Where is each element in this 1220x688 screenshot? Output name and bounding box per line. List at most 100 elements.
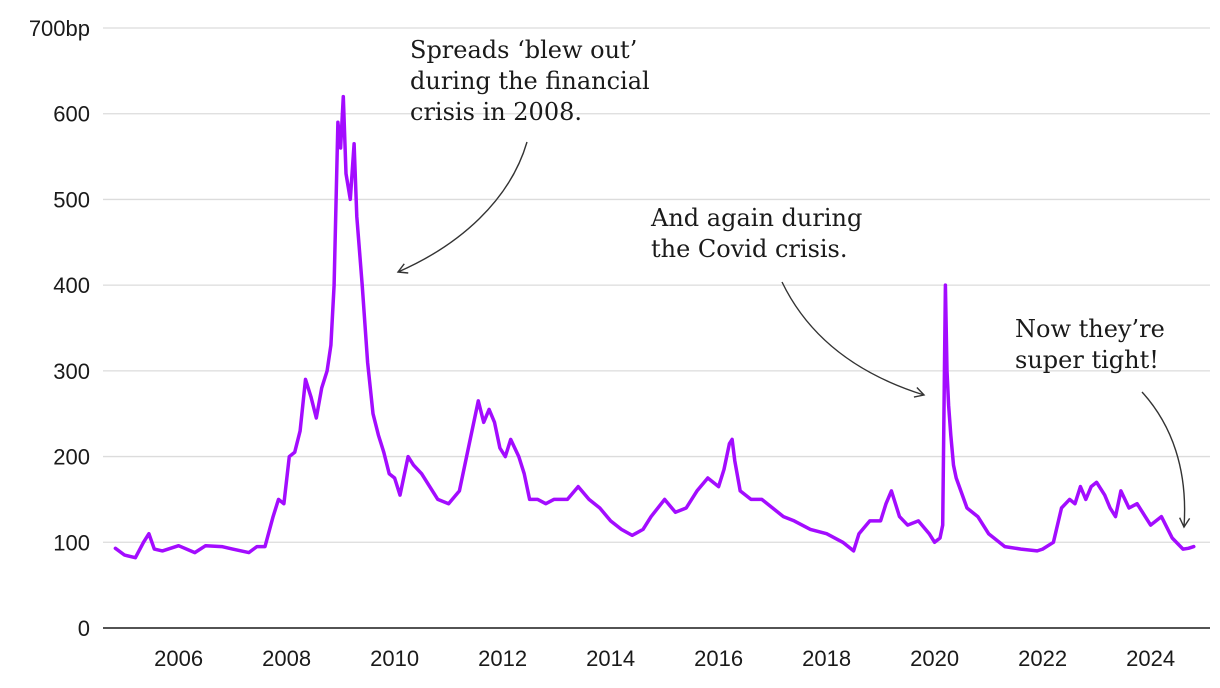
data-point <box>482 421 485 424</box>
annotation-covid-arrow <box>781 281 926 398</box>
data-point <box>890 489 893 493</box>
data-point <box>329 343 333 347</box>
data-point <box>1036 549 1039 553</box>
data-point <box>1187 547 1190 550</box>
data-point <box>782 515 785 518</box>
annotation-now-line-1: Now they’re <box>1015 315 1165 343</box>
x-tick-label: 2012 <box>478 646 527 671</box>
data-point <box>282 502 286 505</box>
data-point <box>1127 506 1131 510</box>
annotation-gfc-line-3: crisis in 2008. <box>410 98 582 126</box>
data-point <box>1019 547 1023 551</box>
data-point <box>388 472 391 475</box>
data-point <box>722 468 726 471</box>
data-point <box>332 283 336 287</box>
data-point <box>841 541 844 544</box>
data-point <box>898 515 901 518</box>
data-point <box>142 541 145 544</box>
data-point <box>947 403 950 407</box>
data-point <box>1041 547 1044 551</box>
data-point <box>288 455 291 458</box>
data-point <box>928 532 931 535</box>
data-point <box>1095 481 1098 484</box>
data-point <box>493 421 496 424</box>
data-point <box>598 506 601 510</box>
data-point <box>1160 515 1163 518</box>
data-point <box>315 416 318 420</box>
series-layer <box>113 94 1196 560</box>
x-tick-label: 2016 <box>694 646 743 671</box>
x-tick-label: 2008 <box>262 646 311 671</box>
data-point <box>161 549 164 553</box>
data-point <box>944 283 947 287</box>
y-axis-tick-labels: 0 100 200 300 400 500 600 700bp <box>29 16 90 641</box>
data-point <box>325 369 329 373</box>
data-point <box>760 498 763 501</box>
data-point <box>1114 515 1117 518</box>
y-tick-label: 700bp <box>29 16 90 41</box>
data-point <box>447 502 450 505</box>
data-point <box>1135 502 1139 505</box>
data-point <box>277 498 280 501</box>
data-point <box>361 283 364 287</box>
data-point <box>631 534 634 537</box>
data-point <box>469 438 472 441</box>
data-point <box>298 429 302 433</box>
data-point <box>536 498 539 501</box>
data-point <box>544 502 547 505</box>
data-point <box>552 498 556 501</box>
x-tick-label: 2022 <box>1018 646 1067 671</box>
data-point <box>879 519 882 523</box>
data-point <box>1068 498 1071 501</box>
data-point <box>436 498 439 501</box>
data-point <box>717 485 720 488</box>
data-point <box>587 498 591 501</box>
data-point <box>1108 506 1112 510</box>
annotation-gfc-arrow <box>396 141 528 274</box>
data-point <box>1052 541 1055 544</box>
data-point <box>933 541 936 544</box>
data-point <box>976 515 979 518</box>
data-point <box>771 506 774 510</box>
data-point <box>498 446 502 450</box>
data-point <box>366 361 369 364</box>
data-point <box>884 502 888 505</box>
data-point <box>945 369 949 373</box>
data-point <box>352 142 356 145</box>
data-point <box>344 172 348 175</box>
data-point <box>458 489 461 493</box>
data-point <box>355 215 358 218</box>
data-point <box>857 532 861 535</box>
x-tick-label: 2024 <box>1126 646 1175 671</box>
x-tick-label: 2020 <box>910 646 959 671</box>
data-point <box>147 532 151 535</box>
data-point <box>730 438 734 441</box>
annotation-gfc: Spreads ‘blew out’ during the financial … <box>410 36 657 126</box>
data-point <box>509 438 512 441</box>
annotation-now-line-2: super tight! <box>1015 346 1159 374</box>
data-point <box>906 523 909 527</box>
y-tick-label: 600 <box>53 102 90 127</box>
data-point <box>134 556 137 559</box>
data-point <box>523 472 526 475</box>
data-point <box>941 523 944 527</box>
data-point <box>349 198 352 201</box>
data-point <box>739 489 742 493</box>
data-point <box>987 532 990 535</box>
data-point <box>377 433 380 437</box>
data-point <box>420 472 423 475</box>
data-point <box>220 545 223 548</box>
data-point <box>1119 489 1123 493</box>
data-point <box>393 476 396 480</box>
annotation-covid-line-2: the Covid crisis. <box>651 235 848 263</box>
data-point <box>566 498 569 501</box>
data-point <box>1003 545 1006 548</box>
y-tick-label: 100 <box>53 530 90 555</box>
data-point <box>1103 493 1106 497</box>
annotation-covid-line-1: And again during <box>650 204 862 232</box>
annotation-gfc-line-2: during the financial <box>410 67 650 95</box>
data-point <box>1149 523 1152 527</box>
data-point <box>825 532 828 535</box>
data-point <box>917 519 920 523</box>
data-point <box>504 455 507 458</box>
